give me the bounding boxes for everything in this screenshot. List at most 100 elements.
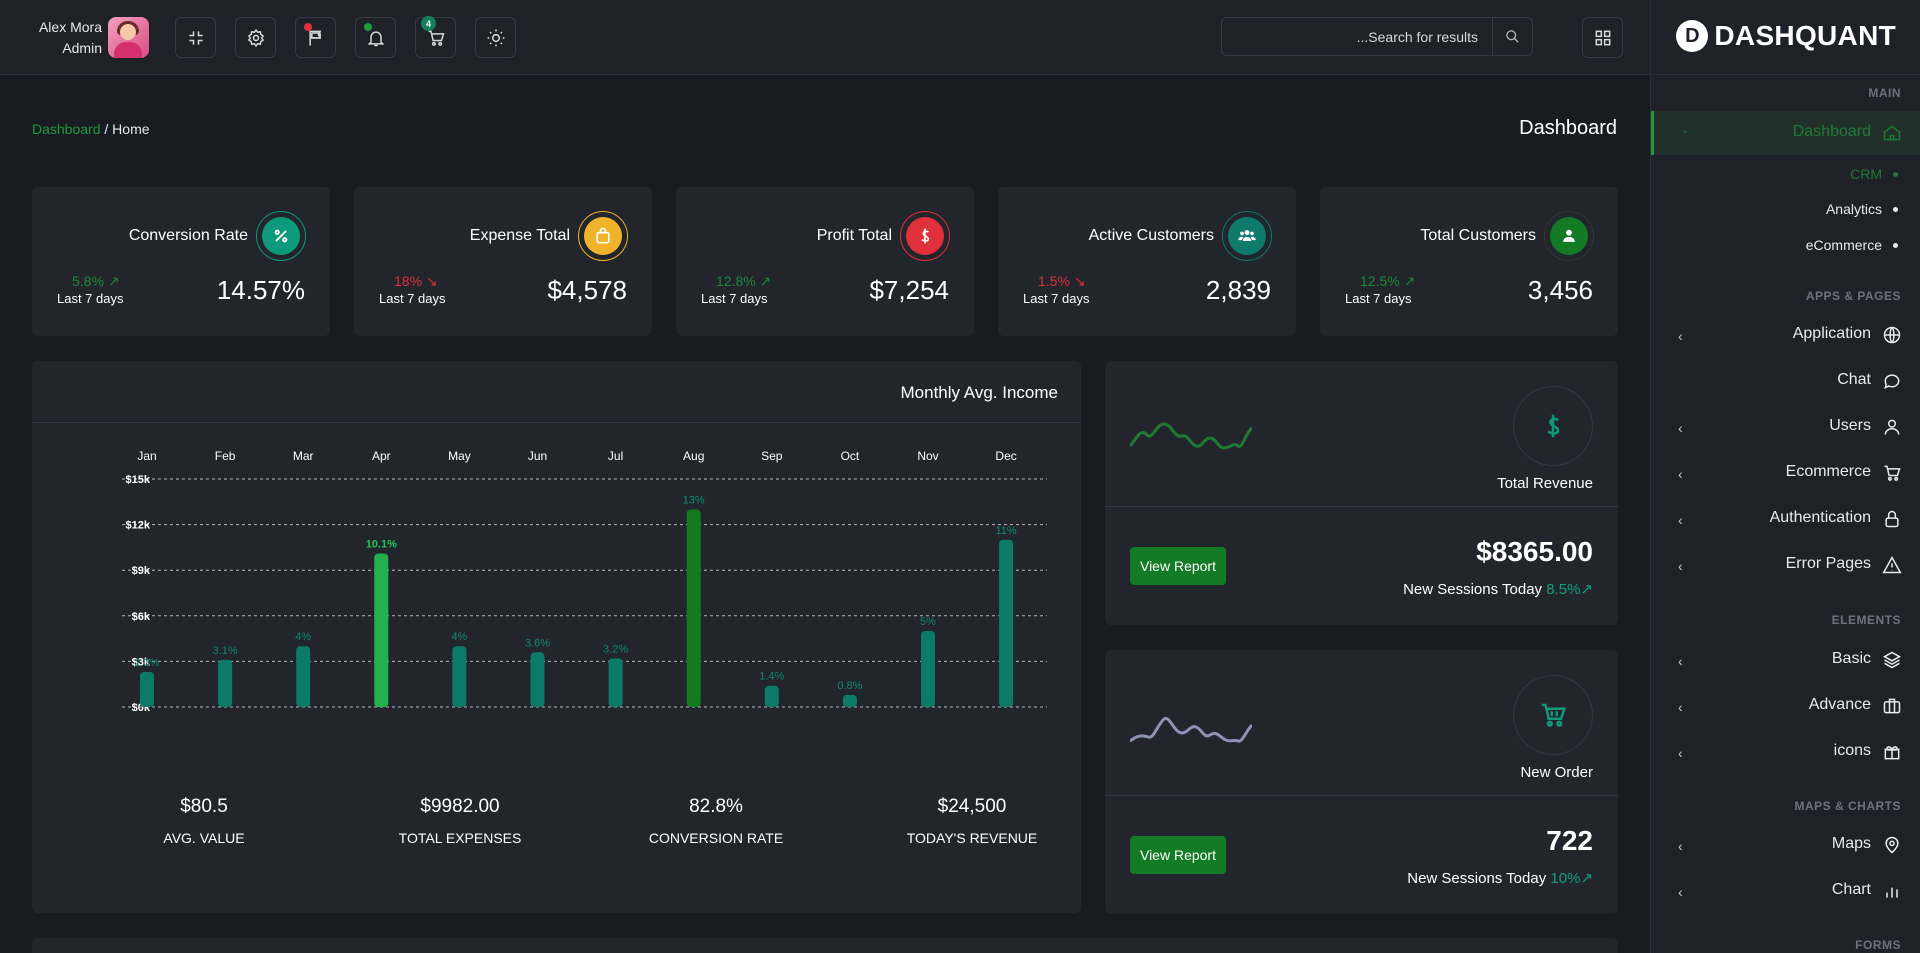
bar-chart-icon: [1882, 881, 1902, 901]
kpi-value: $9982.00: [420, 796, 500, 817]
order-sparkline: [1130, 716, 1252, 743]
stat-period: Last 7 days: [701, 291, 768, 306]
x-tick-label: Aug: [683, 451, 704, 463]
settings-button[interactable]: [235, 17, 276, 58]
stat-icon-ring: [900, 211, 950, 261]
apps-grid-button[interactable]: [1582, 17, 1623, 58]
sidebar-sub-ecommerce[interactable]: eCommerce: [1806, 237, 1898, 253]
stat-value: $4,578: [547, 275, 627, 305]
total-revenue-card: Total Revenue View Report $8365.00 New S…: [1105, 361, 1618, 625]
section-main: MAIN: [1868, 86, 1901, 100]
stat-value: 14.57%: [216, 275, 305, 305]
settings-icon: [247, 28, 264, 47]
bar: [686, 509, 701, 707]
sidebar-item-advance[interactable]: ‹ Advance: [1651, 684, 1920, 728]
search-button[interactable]: [1492, 18, 1532, 55]
kpi-value: $24,500: [937, 796, 1007, 817]
bar: [452, 646, 467, 707]
card-label: New Order: [1520, 764, 1593, 781]
data-label: 13%: [683, 494, 705, 506]
avatar[interactable]: [108, 17, 149, 58]
y-tick-label: $6k: [132, 611, 151, 623]
sessions-today: New Sessions Today 8.5%↗: [1403, 580, 1593, 598]
stat-change: 5.8% ↗: [72, 273, 120, 290]
monthly-income-card: Monthly Avg. Income $0k $3k $6k $9k $12k $15k…: [32, 361, 1081, 913]
stat-title: Total Customers: [1420, 227, 1536, 244]
logo-text: DASHQUANT: [1714, 20, 1896, 51]
stat-card-active-customers: Active Customers 1.5% ↘ Last 7 days 2,83…: [998, 187, 1296, 336]
sidebar-item-icons[interactable]: ‹ icons: [1651, 730, 1920, 774]
home-icon: [1882, 123, 1902, 143]
view-report-button[interactable]: View Report: [1130, 547, 1226, 585]
gift-icon: [1882, 742, 1902, 762]
stat-change: 12.8% ↗: [716, 273, 771, 290]
sidebar-item-chat[interactable]: Chat: [1651, 359, 1920, 403]
x-tick-label: Jun: [528, 451, 547, 463]
sidebar-item-users[interactable]: ‹ Users: [1651, 405, 1920, 449]
fullscreen-button[interactable]: [175, 17, 216, 58]
trend-up-icon: ↗: [1403, 273, 1416, 289]
stat-title: Expense Total: [469, 227, 570, 244]
language-button[interactable]: [295, 17, 336, 58]
sidebar-sub-crm[interactable]: CRM: [1850, 166, 1898, 182]
view-report-button[interactable]: View Report: [1130, 836, 1226, 874]
sidebar-item-maps[interactable]: ‹ Maps: [1651, 823, 1920, 867]
user-info[interactable]: Alex Mora Admin: [28, 17, 102, 59]
revenue-amount: $8365.00: [1476, 536, 1593, 567]
data-label: 2.3%: [134, 657, 159, 669]
stat-change: 18% ↘: [394, 273, 438, 290]
users-icon: [1228, 217, 1266, 255]
divider: [1105, 795, 1618, 796]
cart-button[interactable]: 4: [415, 16, 456, 58]
chevron-left-icon: ‹: [1678, 838, 1683, 854]
chevron-left-icon: ‹: [1678, 466, 1683, 482]
lock-icon: [1882, 509, 1902, 529]
trend-up-icon: ↗: [759, 273, 772, 289]
divider: [1105, 506, 1618, 507]
bell-icon: [367, 30, 384, 46]
sidebar-item-label: Chart: [1831, 881, 1871, 898]
revenue-sparkline: [1130, 422, 1252, 450]
bar: [530, 652, 545, 707]
sidebar-item-label: icons: [1833, 742, 1871, 759]
search-input[interactable]: [1222, 18, 1492, 55]
revenue-icon-ring: [1513, 386, 1593, 466]
chevron-down-icon: ⌄: [1681, 125, 1690, 136]
x-tick-label: Sep: [761, 451, 783, 463]
section-apps: APPS & PAGES: [1805, 289, 1901, 303]
stat-icon-ring: [256, 211, 306, 261]
data-label: 3.1%: [213, 645, 238, 657]
grid-icon: [1595, 30, 1610, 45]
chevron-left-icon: ‹: [1678, 558, 1683, 574]
data-label: 3.2%: [603, 643, 628, 655]
x-tick-label: Feb: [215, 451, 236, 463]
stat-change-value: 18%: [394, 273, 423, 289]
section-forms: FORMS: [1855, 938, 1901, 952]
logo-mark: D: [1676, 20, 1709, 52]
bar: [608, 658, 623, 707]
chat-icon: [1882, 371, 1902, 391]
sidebar-item-ecommerce[interactable]: ‹ Ecommerce: [1651, 451, 1920, 495]
warning-icon: [1882, 555, 1902, 575]
sidebar-item-chart[interactable]: ‹ Chart: [1651, 869, 1920, 913]
notifications-button[interactable]: [355, 17, 396, 58]
bag-icon: [584, 217, 622, 255]
divider: [32, 422, 1081, 423]
breadcrumb-link-dashboard[interactable]: Dashboard: [32, 121, 101, 137]
kpi-value: 82.8%: [689, 796, 743, 817]
sidebar-item-application[interactable]: ‹ Application: [1651, 313, 1920, 357]
bar: [999, 539, 1014, 707]
basketball-icon: [1882, 325, 1902, 345]
order-icon-ring: [1513, 675, 1593, 755]
y-tick-label: $12k: [126, 520, 151, 532]
sidebar-sub-analytics[interactable]: Analytics: [1825, 201, 1898, 217]
sidebar-item-label: Error Pages: [1785, 555, 1871, 572]
theme-toggle-button[interactable]: [475, 17, 516, 58]
sidebar-item-basic[interactable]: ‹ Basic: [1651, 638, 1920, 682]
kpi-label: TODAY'S REVENUE: [906, 830, 1038, 846]
sidebar-item-error-pages[interactable]: ‹ Error Pages: [1651, 543, 1920, 587]
sidebar-item-dashboard[interactable]: ⌄ Dashboard: [1651, 111, 1920, 155]
sidebar-item-authentication[interactable]: ‹ Authentication: [1651, 497, 1920, 541]
sidebar-sub-label: Analytics: [1825, 201, 1882, 217]
logo[interactable]: D DASHQUANT: [1676, 20, 1896, 52]
